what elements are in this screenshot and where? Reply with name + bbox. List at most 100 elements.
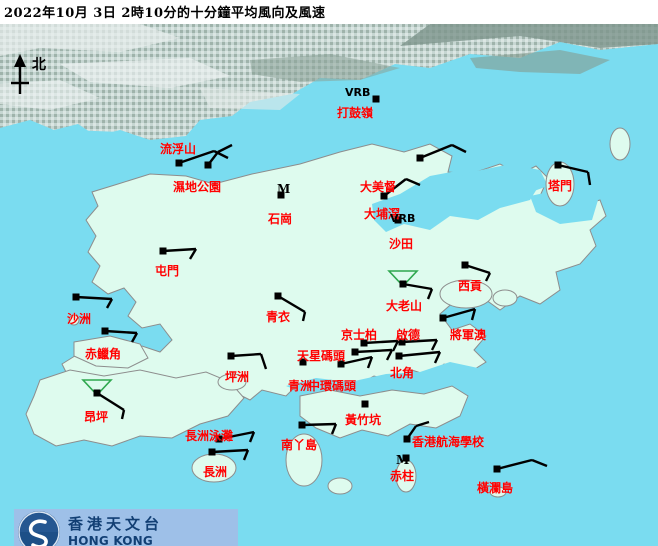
hko-logo: 香港天文台 HONG KONG OBSERVATORY [14,509,238,546]
station-marker[interactable] [93,389,101,397]
station-marker[interactable] [403,435,411,443]
wind-barb-shaft [104,329,138,335]
wind-barb-feather [120,409,126,420]
station-marker[interactable] [101,327,109,335]
wind-barb-feather [433,351,442,364]
station-label-0: 打鼓嶺 [337,106,374,120]
station-label-11: 大老山 [386,299,423,313]
station-label-14: 京士柏 [341,328,378,342]
station-marker[interactable] [204,161,212,169]
station-marker[interactable] [395,352,403,360]
wind-barb-shaft [557,163,589,174]
wind-barb-shaft [162,247,197,253]
wind-barb-shaft [211,448,249,454]
wind-barb-feather [451,143,467,154]
variable-wind-label: VRB [390,212,416,225]
wind-barb-feather [366,356,374,369]
station-label-20: 青洲 [288,379,313,393]
wind-barb-feather [248,431,256,443]
wind-barb-shaft [354,348,393,354]
gale-triangle-icon [387,270,419,288]
station-label-28: 赤柱 [390,469,415,483]
station-label-16: 將軍澳 [450,328,487,342]
station-marker[interactable] [351,348,359,356]
station-label-1: 流浮山 [160,142,197,156]
station-marker[interactable] [159,247,167,255]
station-label-3: 石崗 [268,212,293,226]
station-marker[interactable] [299,358,307,366]
wind-barb-shaft [301,422,337,427]
station-label-9: 西貢 [458,279,483,293]
wind-barb-feather [242,449,250,461]
north-arrow: 北 [6,52,66,98]
station-marker[interactable] [175,159,183,167]
station-marker[interactable] [394,216,402,224]
station-marker[interactable] [380,192,388,200]
wind-barb-feather [531,458,548,468]
chek-lap-kok [73,335,149,369]
wind-barb-shaft [419,143,453,160]
wind-barb-feather [188,248,198,260]
station-label-2: 濕地公園 [173,180,222,194]
station-marker[interactable] [72,293,80,301]
wind-barb-shaft [363,339,399,345]
calm-wind-label: M [396,453,410,467]
station-label-10: 青衣 [266,310,291,324]
hong-kong-island [299,385,469,439]
variable-wind-label: VRB [345,86,371,99]
station-marker[interactable] [277,191,285,199]
station-marker[interactable] [416,154,424,162]
wind-barb-shaft [401,338,438,344]
page-title: 2022年10月 3日 2時10分的十分鐘平均風向及風速 [4,6,326,21]
lantau-island [25,369,245,447]
wind-barb-feather [470,308,477,321]
wind-barb-shaft [277,294,306,314]
station-marker[interactable] [399,280,407,288]
station-marker[interactable] [274,292,282,300]
station-marker[interactable] [298,421,306,429]
station-label-17: 天星碼頭 [297,349,346,363]
station-label-26: 黃竹坑 [345,413,382,427]
gale-triangle-icon [81,379,113,397]
station-label-5: 大埔滘 [364,207,401,221]
station-label-6: 沙田 [389,237,414,251]
station-marker[interactable] [227,352,235,360]
wind-barb-feather [484,272,492,282]
wind-barb-shaft [398,350,441,358]
wind-barb-layer [72,95,592,473]
wind-barb-feather [415,420,430,428]
wind-barb-feather [430,339,439,351]
mainland-landmass [0,24,658,140]
station-label-8: 屯門 [155,264,180,278]
wind-barb-shaft [383,178,407,197]
station-label-27: 香港航海學校 [412,435,485,449]
wind-barb-shaft [75,295,113,301]
wind-barb-feather [130,332,139,343]
station-marker[interactable] [402,454,410,462]
victoria-harbour [286,362,478,396]
station-label-18: 北角 [390,366,415,380]
station-marker[interactable] [398,338,406,346]
station-marker[interactable] [215,435,223,443]
station-marker[interactable] [493,465,501,473]
station-marker[interactable] [361,400,369,408]
wind-barb-feather [105,298,114,309]
station-marker[interactable] [337,360,345,368]
wind-barb-feather [213,149,229,160]
station-marker[interactable] [439,314,447,322]
wind-barb-shaft [464,263,491,275]
wind-barb-feather [330,423,338,435]
north-arrow-label: 北 [32,57,46,73]
station-marker[interactable] [461,261,469,269]
map-geography [0,24,658,546]
station-label-13: 赤鱲角 [85,347,122,361]
station-marker[interactable] [372,95,380,103]
wind-barb-feather [385,349,394,361]
station-marker[interactable] [554,161,562,169]
station-marker[interactable] [208,448,216,456]
station-label-25: 南丫島 [281,438,318,452]
wind-barb-shaft [402,282,433,291]
station-label-23: 長洲泳灘 [185,429,234,443]
station-marker[interactable] [360,339,368,347]
